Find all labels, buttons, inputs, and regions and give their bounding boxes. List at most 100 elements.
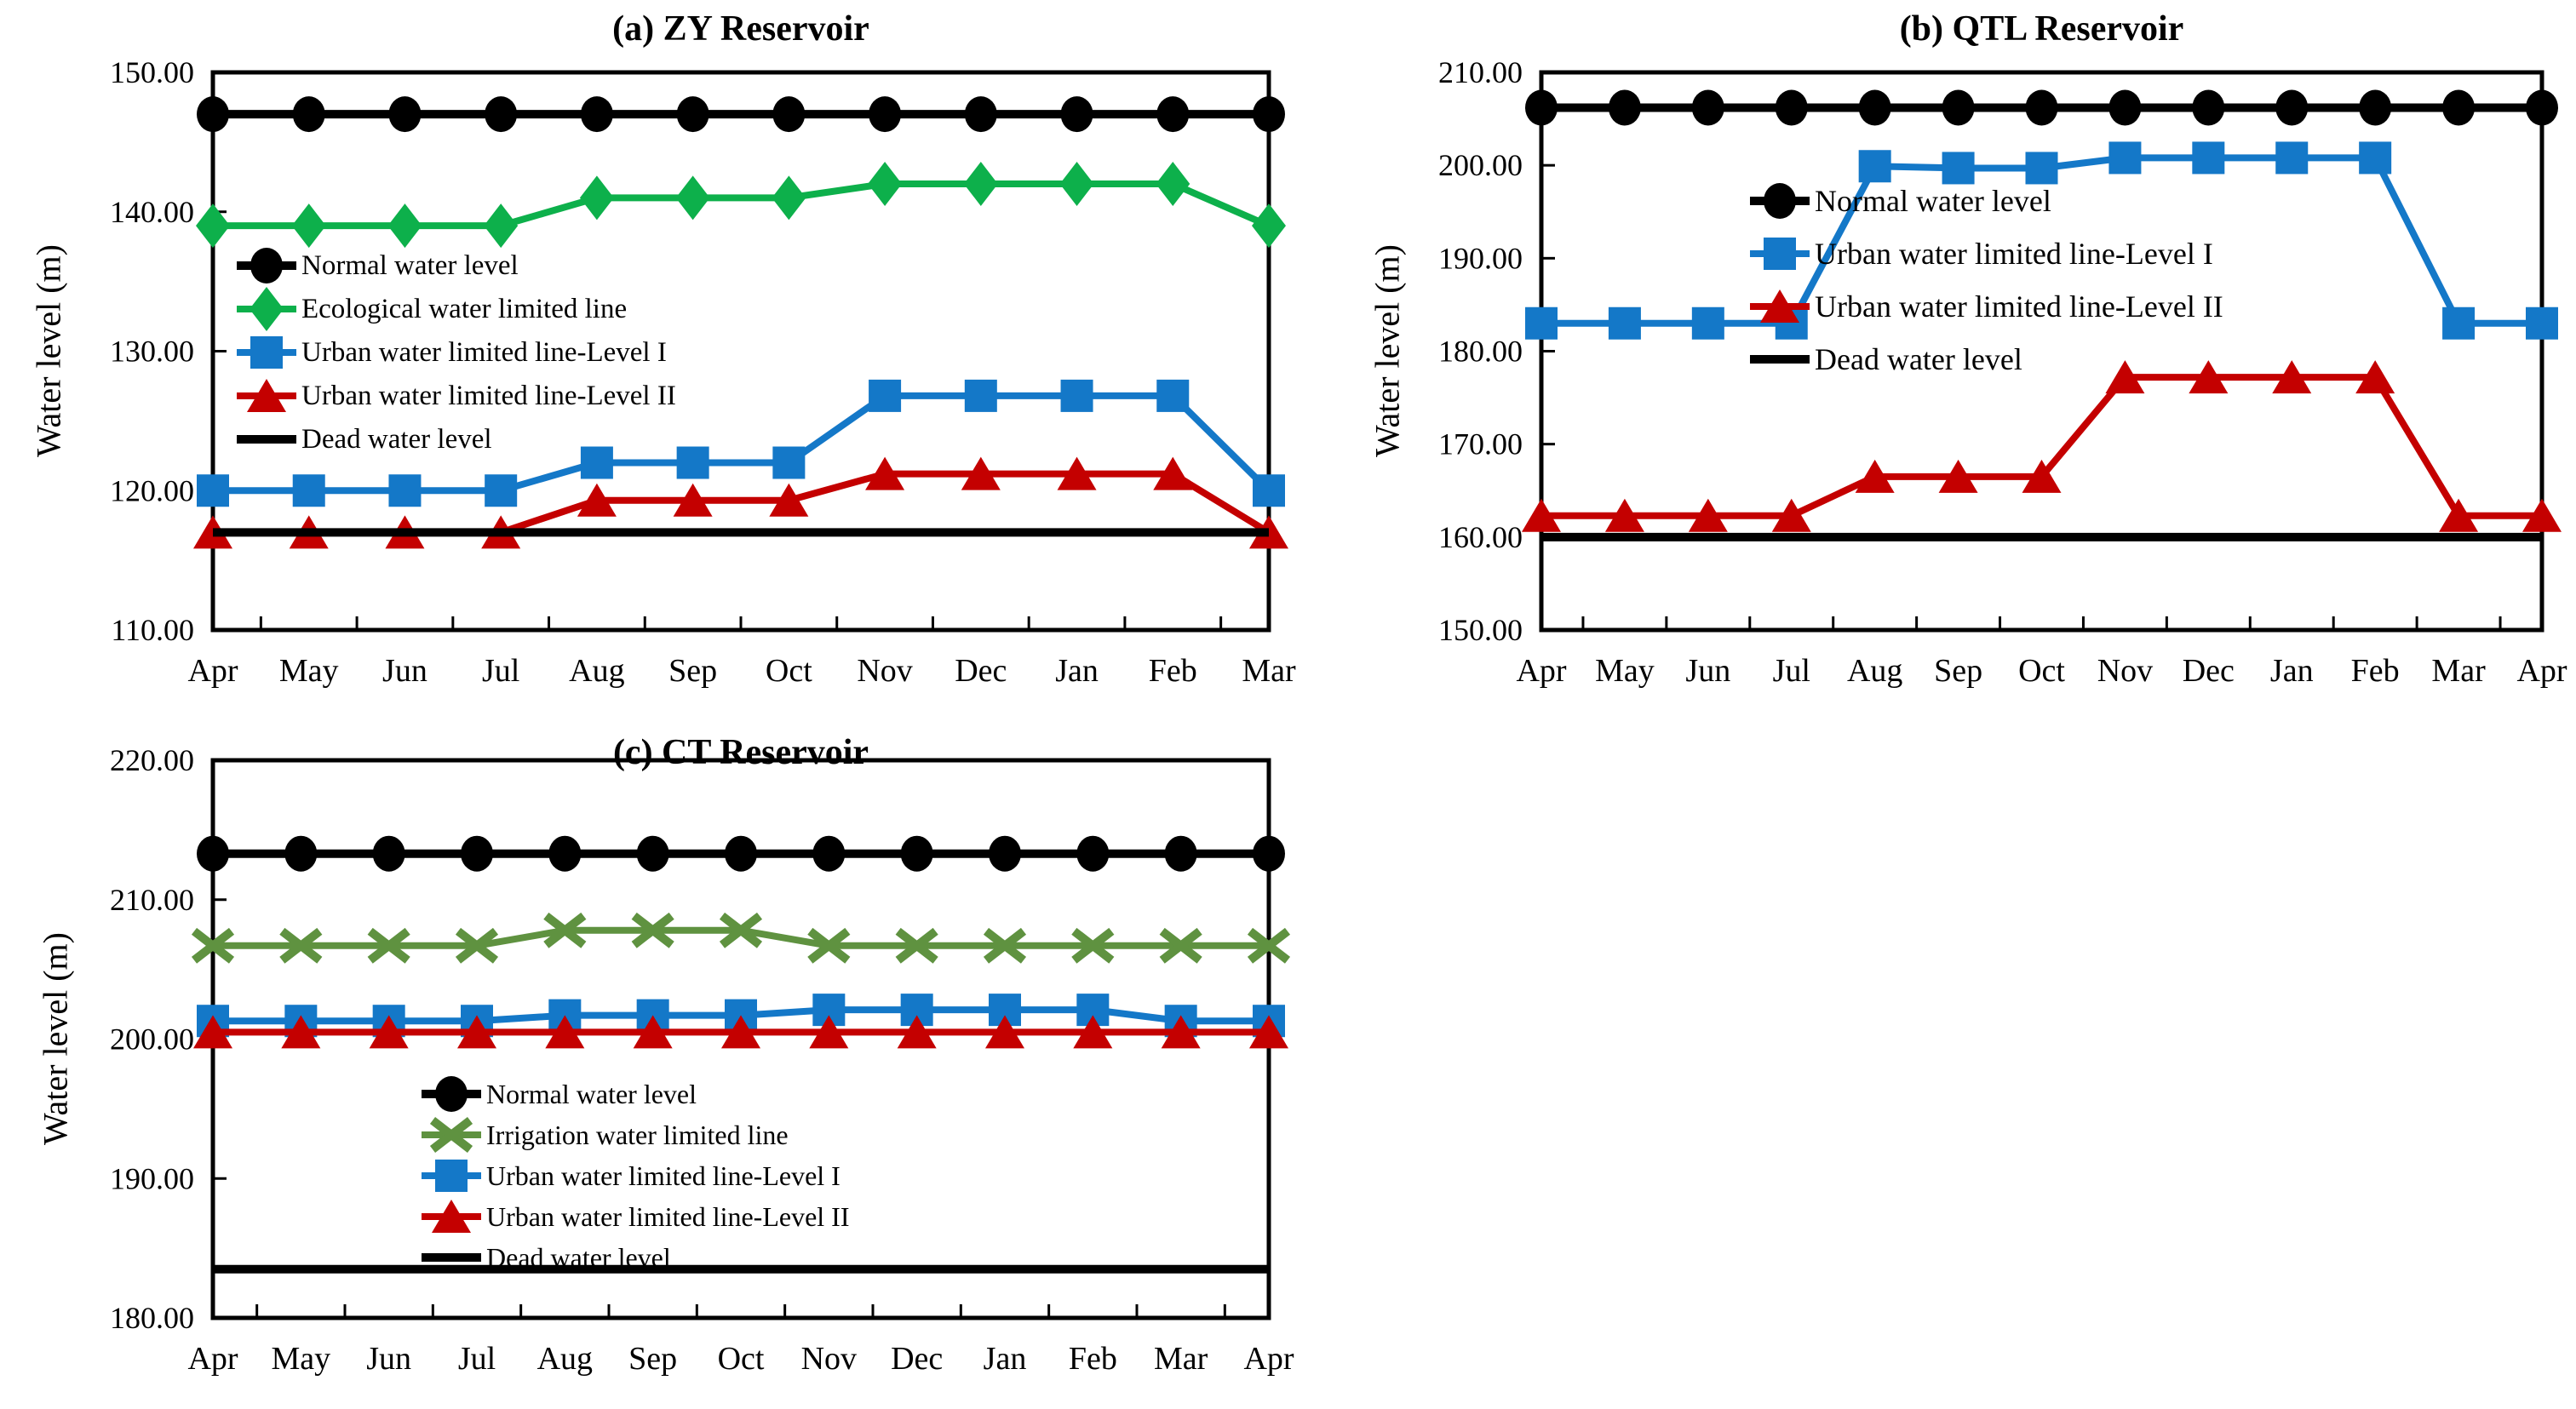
legend-key-marker xyxy=(250,336,283,369)
data-point-ecological-water-limited-line xyxy=(675,175,710,221)
data-point-urban-water-limited-line-level-ii xyxy=(1522,498,1561,532)
data-point-normal-water-level xyxy=(812,835,846,872)
legend-item-5: Dead water level xyxy=(422,1242,671,1273)
data-point-normal-water-level xyxy=(580,96,613,133)
x-axis: Apr May Jun Jul Aug Sep Oct Nov Dec Jan Feb Mar Apr xyxy=(187,1304,1294,1377)
x-tick-label: May xyxy=(272,1341,331,1377)
legend-key-marker xyxy=(1764,238,1796,270)
legend-label: Irrigation water limited line xyxy=(486,1120,789,1150)
x-tick-label: Jun xyxy=(1685,653,1730,689)
data-point-urban-water-limited-line-level-ii xyxy=(1688,498,1728,532)
series-urban-water-limited-line-level-i xyxy=(197,379,1285,507)
data-point-urban-water-limited-line-level-i xyxy=(2526,306,2558,340)
series-urban-water-limited-line-level-i xyxy=(1525,141,2558,340)
x-tick-label: Jan xyxy=(984,1341,1027,1377)
data-point-normal-water-level xyxy=(636,835,669,872)
data-point-irrigation-water-limited-line xyxy=(983,927,1027,964)
y-tick-label: 200.00 xyxy=(110,1022,194,1057)
legend-label: Normal water level xyxy=(1815,184,2051,218)
chart-plot-area: 150.00 160.00 170.00 180.00 190.00 200.00 210.… xyxy=(1438,55,2567,689)
data-point-urban-water-limited-line-level-i xyxy=(1608,306,1641,340)
data-point-urban-water-limited-line-level-ii xyxy=(369,1015,409,1049)
data-point-normal-water-level xyxy=(1164,835,1197,872)
data-point-normal-water-level xyxy=(989,835,1021,872)
series-line-urban-water-limited-line-level-ii xyxy=(213,470,1271,536)
data-point-normal-water-level xyxy=(1253,835,1285,872)
data-point-urban-water-limited-line-level-ii xyxy=(2105,360,2145,394)
data-point-normal-water-level xyxy=(1253,96,1285,133)
data-point-urban-water-limited-line-level-i xyxy=(1858,150,1891,183)
legend-item-4: Urban water limited line-Level II xyxy=(237,379,676,412)
legend-key-marker xyxy=(247,379,286,412)
x-tick-label: Jun xyxy=(366,1341,411,1377)
x-tick-label: Sep xyxy=(628,1341,677,1377)
data-point-urban-water-limited-line-level-i xyxy=(1525,306,1558,340)
x-tick-label: Aug xyxy=(1847,653,1902,689)
series-urban-water-limited-line-level-ii xyxy=(193,1015,1288,1049)
x-tick-label: May xyxy=(1595,653,1655,689)
data-point-urban-water-limited-line-level-i xyxy=(2025,152,2058,185)
x-tick-label: Oct xyxy=(2018,653,2065,689)
data-point-urban-water-limited-line-level-i xyxy=(676,446,709,479)
data-point-normal-water-level xyxy=(2108,89,2142,126)
legend-label: Urban water limited line-Level I xyxy=(486,1160,840,1191)
y-tick-label: 210.00 xyxy=(110,883,194,917)
data-point-normal-water-level xyxy=(1060,96,1093,133)
x-tick-label: Oct xyxy=(766,653,812,689)
x-tick-label: Nov xyxy=(857,653,912,689)
data-point-irrigation-water-limited-line xyxy=(279,927,323,964)
y-tick-label: 220.00 xyxy=(110,743,194,777)
data-point-urban-water-limited-line-level-ii xyxy=(721,1015,760,1049)
x-tick-label: Feb xyxy=(1069,1341,1117,1377)
data-point-normal-water-level xyxy=(388,96,422,133)
x-tick-label: Nov xyxy=(801,1341,857,1377)
x-tick-label: Aug xyxy=(537,1341,593,1377)
data-point-irrigation-water-limited-line xyxy=(807,927,851,964)
legend-item-1: Normal water level xyxy=(1750,183,2051,219)
data-point-normal-water-level xyxy=(1775,89,1808,126)
data-point-ecological-water-limited-line xyxy=(387,203,422,249)
data-point-urban-water-limited-line-level-i xyxy=(2108,141,2142,175)
data-point-urban-water-limited-line-level-ii xyxy=(633,1015,673,1049)
data-point-normal-water-level xyxy=(292,96,325,133)
data-point-urban-water-limited-line-level-ii xyxy=(1771,498,1811,532)
y-tick-label: 210.00 xyxy=(1438,55,1523,89)
data-point-irrigation-water-limited-line xyxy=(719,912,763,948)
legend-key-marker xyxy=(432,1200,471,1233)
series-ecological-water-limited-line xyxy=(196,162,1286,249)
data-point-ecological-water-limited-line xyxy=(963,162,998,206)
data-point-urban-water-limited-line-level-ii xyxy=(897,1015,937,1049)
data-point-ecological-water-limited-line xyxy=(579,175,614,221)
legend-key-marker xyxy=(250,248,283,284)
data-point-urban-water-limited-line-level-i xyxy=(2359,141,2392,175)
data-point-normal-water-level xyxy=(197,96,229,133)
data-point-normal-water-level xyxy=(284,835,318,872)
data-point-urban-water-limited-line-level-i xyxy=(1253,474,1285,507)
data-point-urban-water-limited-line-level-i xyxy=(869,379,902,412)
data-point-urban-water-limited-line-level-i xyxy=(772,446,806,479)
data-point-urban-water-limited-line-level-ii xyxy=(2189,360,2229,394)
data-point-normal-water-level xyxy=(1076,835,1110,872)
legend-label: Urban water limited line-Level II xyxy=(486,1201,849,1232)
chart-title: (c) CT Reservoir xyxy=(612,733,869,772)
data-point-normal-water-level xyxy=(461,835,493,872)
data-point-normal-water-level xyxy=(964,96,997,133)
series-urban-water-limited-line-level-ii xyxy=(1522,360,2562,532)
data-point-urban-water-limited-line-level-ii xyxy=(2439,498,2479,532)
data-point-urban-water-limited-line-level-ii xyxy=(865,456,905,490)
data-point-urban-water-limited-line-level-i xyxy=(1156,379,1190,412)
data-point-irrigation-water-limited-line xyxy=(455,927,499,964)
data-point-urban-water-limited-line-level-ii xyxy=(1855,459,1895,493)
y-tick-label: 120.00 xyxy=(110,473,194,507)
data-point-urban-water-limited-line-level-i xyxy=(1942,152,1975,185)
data-point-irrigation-water-limited-line xyxy=(1247,927,1291,964)
data-point-normal-water-level xyxy=(772,96,806,133)
data-point-normal-water-level xyxy=(2526,89,2558,126)
data-point-ecological-water-limited-line xyxy=(484,203,519,249)
legend-label: Dead water level xyxy=(486,1242,671,1273)
legend: Normal water level Ecological water limit… xyxy=(237,248,676,455)
data-point-urban-water-limited-line-level-i xyxy=(2442,306,2476,340)
data-point-normal-water-level xyxy=(1156,96,1190,133)
series-normal-water-level xyxy=(197,96,1285,133)
